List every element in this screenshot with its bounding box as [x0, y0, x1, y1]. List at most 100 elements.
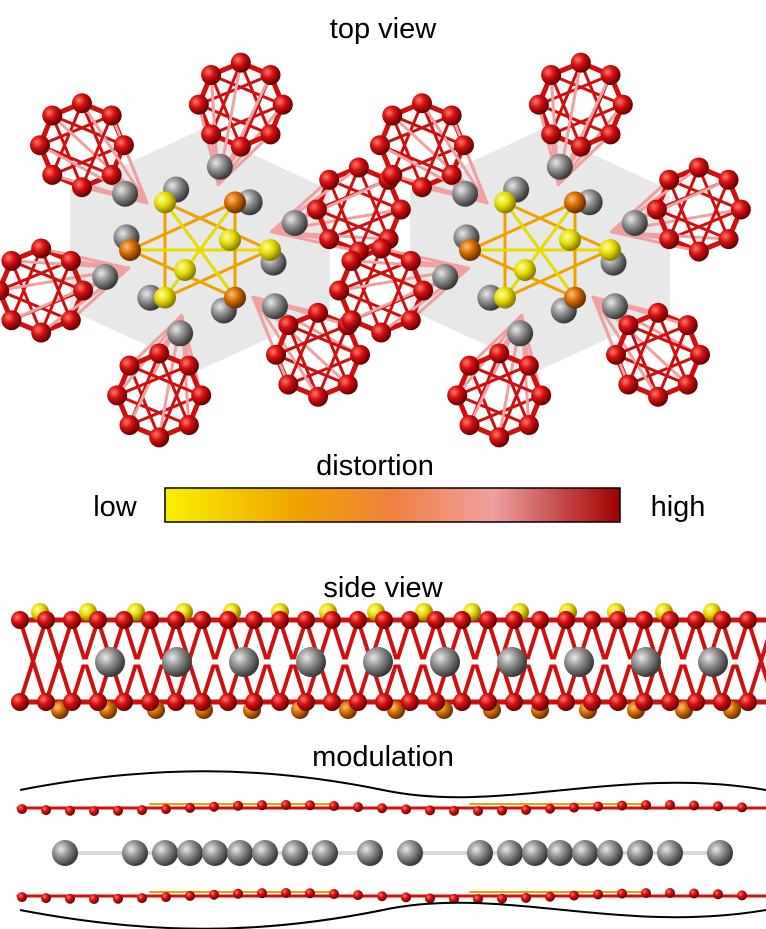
bond: [115, 364, 191, 397]
atom: [570, 136, 591, 157]
atom: [600, 124, 621, 145]
atom: [564, 647, 594, 677]
atom: [41, 805, 51, 816]
atom: [167, 693, 185, 711]
atom: [149, 427, 170, 448]
atom: [357, 840, 383, 866]
bond: [467, 364, 501, 439]
bond: [579, 61, 613, 136]
bond: [327, 178, 403, 211]
atom: [71, 93, 92, 114]
atom: [447, 385, 468, 406]
atom: [569, 802, 579, 813]
atom: [206, 153, 233, 180]
bond: [251, 295, 278, 357]
colorbar: [164, 487, 621, 523]
atom: [459, 415, 480, 436]
bond: [0, 259, 73, 292]
atom: [646, 199, 667, 220]
atom: [570, 52, 591, 73]
atom: [401, 804, 411, 815]
atom: [659, 169, 680, 190]
atom: [154, 286, 176, 309]
bond: [209, 103, 285, 136]
atom: [698, 647, 728, 677]
atom: [174, 259, 196, 281]
atom: [167, 611, 185, 629]
atom: [397, 840, 423, 866]
bond: [357, 165, 391, 241]
bond: [626, 353, 702, 387]
atom: [665, 888, 675, 899]
atom: [41, 893, 51, 904]
atom: [137, 805, 147, 816]
bond: [667, 165, 701, 241]
bond: [549, 103, 625, 136]
atom: [600, 64, 621, 85]
atom: [497, 647, 527, 677]
atom: [115, 611, 133, 629]
bond: [110, 113, 149, 205]
atom: [65, 805, 75, 816]
atom: [425, 805, 435, 816]
atom: [687, 611, 705, 629]
atom: [115, 693, 133, 711]
atom: [122, 840, 148, 866]
atom: [718, 229, 739, 250]
bond: [390, 113, 466, 147]
atom: [113, 893, 123, 904]
atom: [349, 693, 367, 711]
atom: [689, 888, 699, 899]
atom: [665, 800, 675, 811]
bond: [286, 353, 362, 387]
atom: [11, 693, 29, 711]
atom: [690, 344, 711, 365]
atom: [89, 806, 99, 816]
atom: [507, 320, 534, 347]
atom: [494, 286, 516, 309]
bond: [667, 178, 743, 211]
atom: [441, 164, 462, 185]
atom: [497, 893, 507, 904]
atom: [92, 264, 119, 291]
atom: [224, 191, 246, 214]
atom: [739, 693, 757, 711]
atom: [617, 888, 627, 899]
atom: [308, 386, 329, 407]
atoms: [0, 52, 757, 904]
atom: [593, 889, 603, 900]
bond: [656, 323, 690, 399]
atom: [688, 157, 709, 178]
atom: [202, 840, 228, 866]
atom: [432, 264, 459, 291]
atom: [141, 693, 159, 711]
bond: [274, 353, 350, 387]
bond: [39, 247, 73, 322]
atom: [531, 693, 549, 711]
atom: [11, 611, 29, 629]
atom: [272, 94, 293, 115]
atom: [473, 805, 483, 816]
atom: [233, 800, 243, 811]
atom: [306, 199, 327, 220]
atom: [60, 310, 81, 331]
atom: [400, 250, 421, 271]
atom: [259, 239, 281, 261]
bond: [379, 247, 413, 322]
atom: [427, 611, 445, 629]
atom: [689, 800, 699, 811]
bond: [18, 618, 48, 704]
atom: [0, 280, 10, 301]
atom: [371, 238, 392, 259]
atom: [531, 611, 549, 629]
bond: [50, 113, 126, 147]
atom: [319, 169, 340, 190]
atom: [201, 64, 222, 85]
atom: [63, 693, 81, 711]
atom: [1, 250, 22, 271]
bond: [115, 393, 191, 427]
atom: [42, 105, 63, 126]
atom: [353, 890, 363, 901]
atom: [467, 840, 493, 866]
